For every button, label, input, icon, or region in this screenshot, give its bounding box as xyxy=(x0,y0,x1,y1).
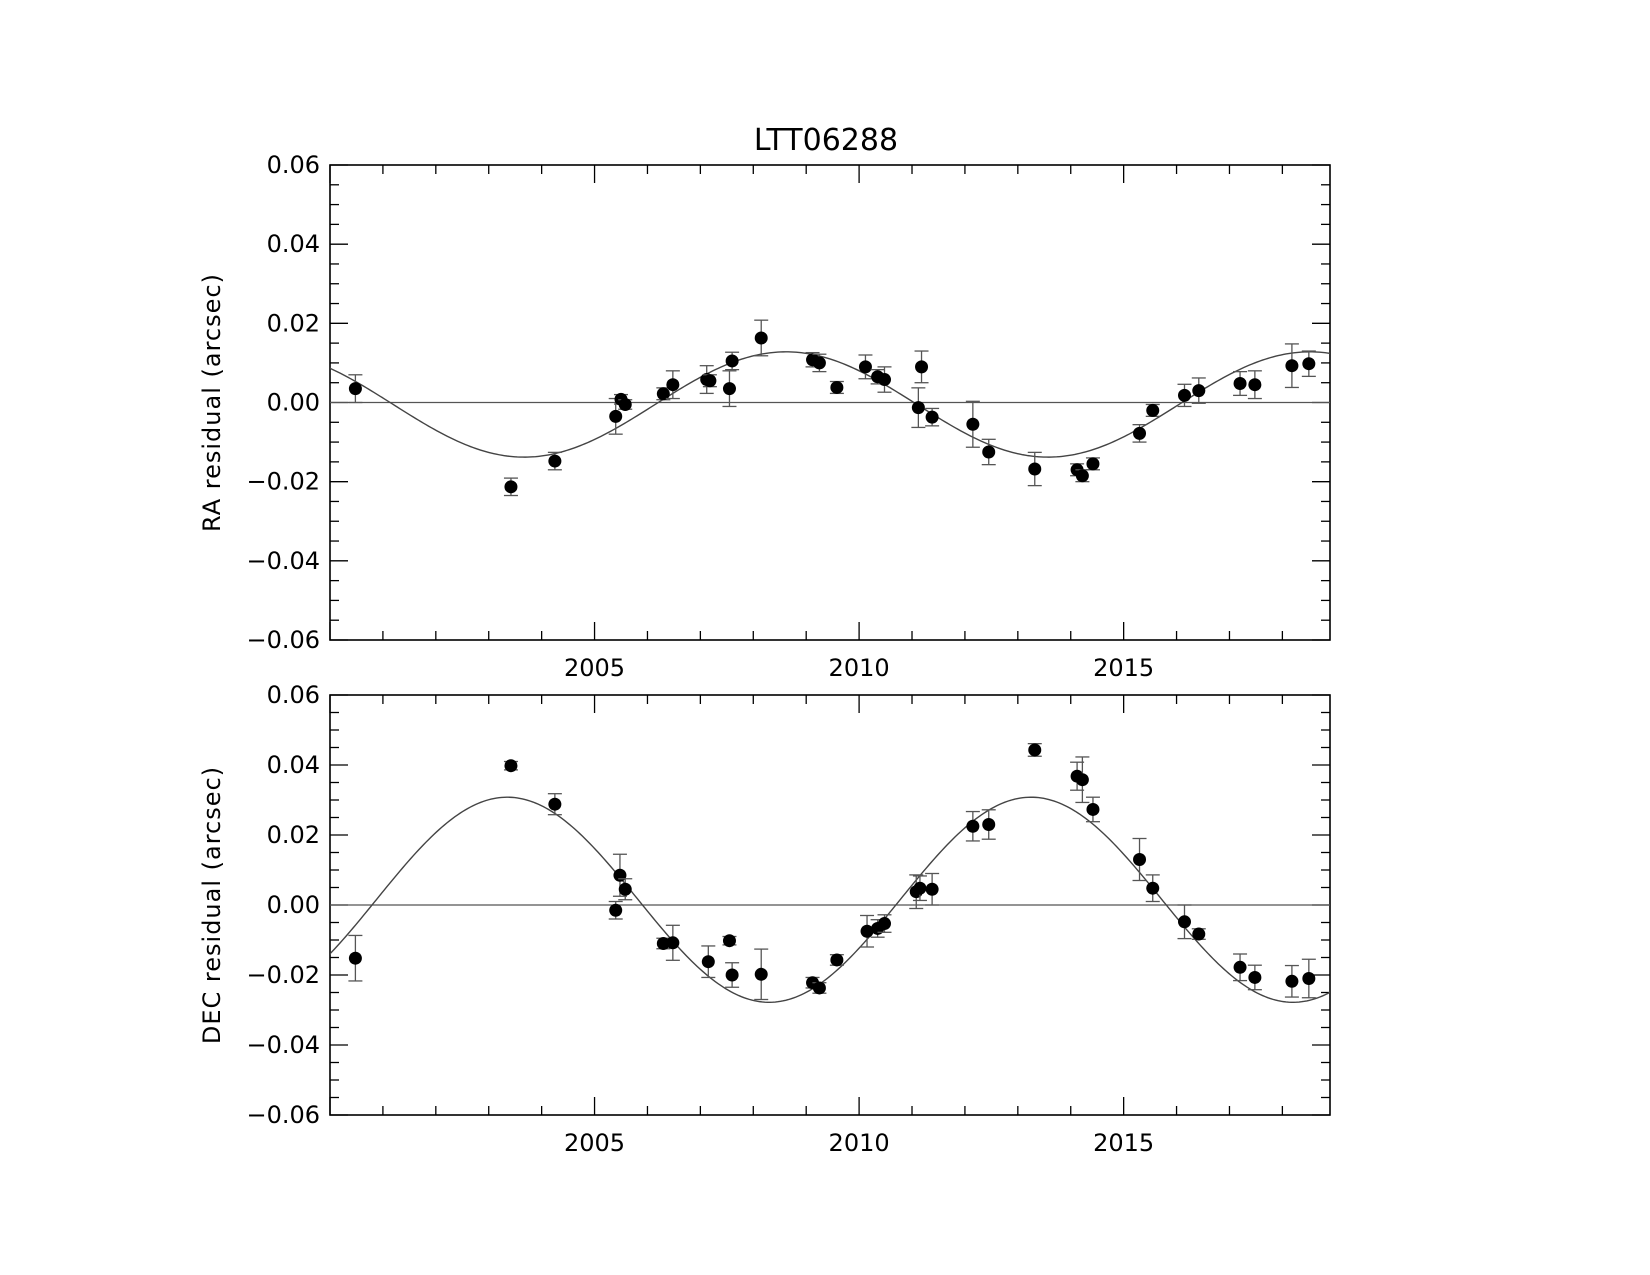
dec-fit-curve xyxy=(330,796,1330,1003)
ra-data-point xyxy=(1133,426,1147,440)
dec-xtick-label: 2015 xyxy=(1093,1129,1154,1157)
ra-data-point xyxy=(1233,377,1247,390)
dec-data-point xyxy=(618,882,632,896)
ra-data-point xyxy=(725,354,739,368)
ra-data-point xyxy=(966,417,980,431)
ra-data-point xyxy=(666,378,680,392)
ra-data-point xyxy=(548,454,562,468)
dec-data-point xyxy=(1075,773,1089,787)
ra-data-point xyxy=(877,373,891,387)
dec-data-point xyxy=(548,797,562,811)
dec-data-point xyxy=(1302,972,1316,985)
ra-data-point xyxy=(911,401,925,415)
ra-data-point xyxy=(1192,384,1206,398)
chart-title: LTT06288 xyxy=(754,123,898,158)
dec-data-point xyxy=(656,937,670,950)
ra-data-point xyxy=(609,409,623,423)
dec-data-point xyxy=(701,955,715,969)
ra-xtick-label: 2005 xyxy=(564,654,625,682)
ra-ytick-label: −0.02 xyxy=(246,468,320,496)
ra-xtick-label: 2010 xyxy=(829,654,890,682)
ra-data-point xyxy=(504,480,518,494)
dec-data-point xyxy=(1285,974,1299,988)
ra-ytick-label: −0.04 xyxy=(246,547,320,575)
dec-ytick-label: 0.00 xyxy=(267,891,320,919)
ra-residual-panel: −0.06 −0.04 −0.02 0.00 0.02 0.04 0.06 2005 2010 2… xyxy=(198,151,1331,682)
ra-ytick-label: 0.00 xyxy=(267,389,320,417)
dec-data-point xyxy=(754,967,768,981)
dec-ylabel: DEC residual (arcsec) xyxy=(198,766,226,1044)
dec-ytick-label: −0.02 xyxy=(246,961,320,989)
ra-data-point xyxy=(1285,359,1299,373)
dec-data-point xyxy=(613,868,627,882)
dec-data-point xyxy=(1248,970,1262,984)
ra-data-point xyxy=(656,387,670,401)
ra-data-point xyxy=(1075,469,1089,483)
ra-data-point xyxy=(722,382,736,396)
ra-ytick-label: 0.04 xyxy=(267,230,320,258)
dec-data-point xyxy=(1086,802,1100,816)
dec-data-point xyxy=(609,903,623,917)
ra-data-point xyxy=(703,374,717,388)
dec-data-point xyxy=(982,818,996,831)
dec-ytick-label: 0.04 xyxy=(267,751,320,779)
dec-data-point xyxy=(504,759,518,773)
ra-data-point xyxy=(348,382,362,396)
ra-data-point xyxy=(1177,388,1191,402)
ra-xtick-label: 2015 xyxy=(1093,654,1154,682)
ra-fit-curve xyxy=(330,351,1330,458)
dec-data-point xyxy=(830,953,844,967)
ra-ylabel: RA residual (arcsec) xyxy=(198,273,226,532)
dec-data-point xyxy=(348,951,362,965)
dec-ytick-label: 0.02 xyxy=(267,821,320,849)
dec-data-point xyxy=(1146,881,1160,895)
dec-data-point xyxy=(1028,743,1042,757)
ra-data-point xyxy=(1302,357,1316,371)
ra-data-point xyxy=(982,445,996,459)
dec-data-point xyxy=(1233,960,1247,974)
dec-ytick-label: −0.06 xyxy=(246,1101,320,1129)
ra-data-point xyxy=(858,360,872,374)
ra-ytick-label: 0.02 xyxy=(267,309,320,337)
dec-data-point xyxy=(1177,915,1191,929)
ra-data-point xyxy=(812,356,826,370)
dec-data-point xyxy=(877,917,891,931)
dec-data-point xyxy=(666,936,680,950)
ra-data-point xyxy=(830,380,844,394)
ra-data-point xyxy=(925,410,939,424)
dec-residual-panel: −0.06 −0.04 −0.02 0.00 0.02 0.04 0.06 2005 2010 2… xyxy=(198,681,1331,1157)
dec-data-point xyxy=(913,881,927,895)
ra-data-point xyxy=(618,397,632,411)
dec-xtick-label: 2010 xyxy=(829,1129,890,1157)
dec-xtick-label: 2005 xyxy=(564,1129,625,1157)
ra-data-point xyxy=(1248,378,1262,392)
ra-data-point xyxy=(1086,457,1100,471)
dec-data-point xyxy=(860,924,874,938)
ra-data-point xyxy=(915,360,929,374)
ra-data-point xyxy=(1146,403,1160,417)
ra-ytick-label: −0.06 xyxy=(246,626,320,654)
dec-data-point xyxy=(722,934,736,948)
ra-ytick-label: 0.06 xyxy=(267,151,320,179)
dec-data-point xyxy=(725,968,739,982)
dec-ytick-label: −0.04 xyxy=(246,1031,320,1059)
dec-data-point xyxy=(966,819,980,833)
dec-ytick-label: 0.06 xyxy=(267,681,320,709)
dec-data-point xyxy=(1133,853,1147,866)
ra-data-point xyxy=(754,331,768,345)
dec-data-point xyxy=(925,882,939,896)
ra-data-point xyxy=(1028,462,1042,476)
dec-data-point xyxy=(1192,927,1206,941)
dec-data-point xyxy=(812,981,826,995)
